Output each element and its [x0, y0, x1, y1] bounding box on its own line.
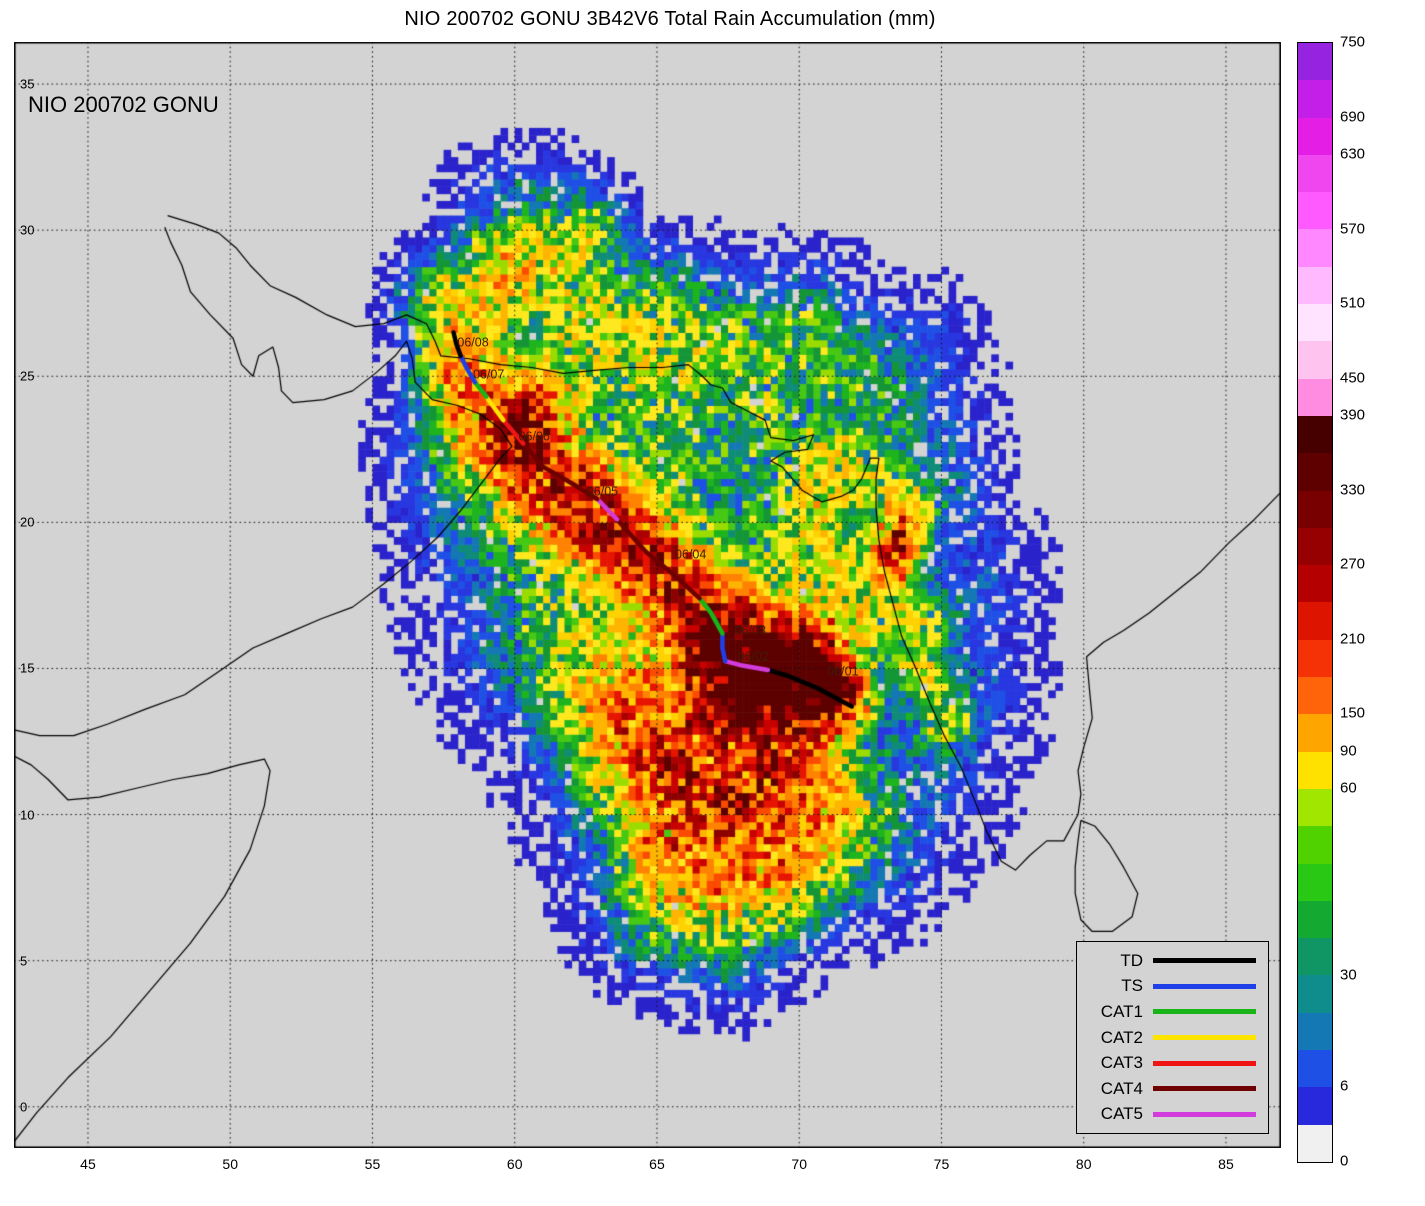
- lon-tick-label-70: 70: [791, 1156, 808, 1172]
- colorbar-block-7: [1298, 304, 1332, 342]
- lat-tick-label-10: 10: [20, 807, 35, 823]
- track-date-label-06-03: 06/03: [734, 623, 767, 638]
- colorbar-block-5: [1298, 229, 1332, 267]
- lon-tick-label-60: 60: [506, 1156, 523, 1172]
- legend-label-ts: TS: [1121, 976, 1143, 996]
- colorbar-label-390: 390: [1340, 406, 1366, 424]
- colorbar-label-630: 630: [1340, 145, 1366, 163]
- legend-label-cat4: CAT4: [1100, 1078, 1143, 1098]
- colorbar-block-15: [1298, 602, 1332, 640]
- colorbar-label-60: 60: [1340, 779, 1357, 797]
- colorbar-block-12: [1298, 490, 1332, 528]
- lon-tick-label-80: 80: [1075, 1156, 1092, 1172]
- colorbar-label-210: 210: [1340, 630, 1366, 648]
- colorbar-label-750: 750: [1340, 33, 1366, 51]
- track-date-label-06-01: 06/01: [827, 664, 859, 679]
- colorbar-label-6: 6: [1340, 1077, 1349, 1095]
- colorbar-block-11: [1298, 453, 1332, 491]
- legend-line-swatch-cat4: [1153, 1086, 1256, 1092]
- legend-row-ts: TS: [1081, 974, 1256, 1000]
- legend-row-cat1: CAT1: [1081, 999, 1256, 1025]
- colorbar-block-26: [1298, 1012, 1332, 1051]
- legend-line-swatch-ts: [1153, 983, 1256, 989]
- colorbar-block-0: [1298, 43, 1332, 81]
- lon-tick-label-45: 45: [80, 1156, 96, 1172]
- colorbar-block-13: [1298, 527, 1332, 566]
- legend-label-cat5: CAT5: [1100, 1104, 1143, 1124]
- rain-accumulation-map-canvas: [14, 42, 1281, 1148]
- colorbar-block-18: [1298, 714, 1332, 752]
- lat-tick-label-35: 35: [20, 76, 35, 92]
- colorbar-block-10: [1298, 415, 1332, 454]
- legend-row-cat5: CAT5: [1081, 1102, 1256, 1128]
- lat-tick-label-30: 30: [20, 222, 35, 238]
- colorbar-label-510: 510: [1340, 294, 1366, 312]
- colorbar-block-22: [1298, 863, 1332, 901]
- colorbar-block-3: [1298, 154, 1332, 193]
- track-date-label-06-02: 06/02: [737, 649, 769, 664]
- legend-line-swatch-cat2: [1153, 1035, 1256, 1041]
- legend-row-td: TD: [1081, 948, 1256, 974]
- colorbar-label-570: 570: [1340, 220, 1366, 237]
- lon-tick-label-50: 50: [222, 1156, 239, 1172]
- legend-row-cat2: CAT2: [1081, 1025, 1256, 1051]
- lon-tick-label-85: 85: [1218, 1156, 1234, 1172]
- legend-label-cat1: CAT1: [1100, 1001, 1143, 1021]
- colorbar-block-1: [1298, 80, 1332, 118]
- colorbar-block-9: [1298, 378, 1332, 416]
- colorbar-block-21: [1298, 826, 1332, 864]
- lat-tick-label-20: 20: [20, 514, 35, 530]
- lon-tick-label-55: 55: [364, 1156, 381, 1172]
- legend-line-swatch-cat5: [1153, 1111, 1256, 1117]
- colorbar-block-27: [1298, 1050, 1332, 1088]
- colorbar-block-29: [1298, 1124, 1332, 1162]
- colorbar-block-25: [1298, 975, 1332, 1013]
- legend-row-cat3: CAT3: [1081, 1050, 1256, 1076]
- colorbar-block-19: [1298, 751, 1332, 789]
- lat-tick-label-25: 25: [20, 368, 35, 384]
- legend-line-swatch-cat1: [1153, 1009, 1256, 1015]
- colorbar-label-0: 0: [1340, 1152, 1349, 1170]
- track-date-label-06-07: 06/07: [473, 367, 505, 382]
- colorbar-block-14: [1298, 565, 1332, 603]
- legend-label-td: TD: [1120, 950, 1143, 970]
- colorbar-block-2: [1298, 117, 1332, 155]
- colorbar-label-150: 150: [1340, 704, 1366, 722]
- colorbar-block-23: [1298, 900, 1332, 939]
- colorbar-block-20: [1298, 788, 1332, 827]
- colorbar-label-90: 90: [1340, 742, 1357, 760]
- track-date-label-06-06: 06/06: [518, 429, 550, 444]
- colorbar-block-24: [1298, 938, 1332, 976]
- legend-label-cat3: CAT3: [1100, 1053, 1143, 1073]
- colorbar-block-8: [1298, 341, 1332, 379]
- colorbar-block-16: [1298, 639, 1332, 678]
- colorbar-label-450: 450: [1340, 369, 1366, 387]
- lat-tick-label-5: 5: [20, 953, 28, 969]
- colorbar-label-330: 330: [1340, 481, 1366, 499]
- track-date-label-06-08: 06/08: [457, 335, 489, 350]
- lat-tick-label-15: 15: [20, 660, 35, 676]
- colorbar-block-6: [1298, 266, 1332, 305]
- colorbar-block-28: [1298, 1087, 1332, 1125]
- colorbar-label-270: 270: [1340, 555, 1366, 573]
- track-date-label-06-05: 06/05: [586, 484, 619, 499]
- legend-line-swatch-td: [1153, 958, 1256, 964]
- lon-tick-label-65: 65: [649, 1156, 665, 1172]
- figure-title: NIO 200702 GONU 3B42V6 Total Rain Accumu…: [404, 8, 936, 30]
- colorbar: [1297, 42, 1333, 1163]
- legend-label-cat2: CAT2: [1100, 1027, 1143, 1047]
- track-date-label-06-04: 06/04: [675, 547, 707, 562]
- colorbar-label-690: 690: [1340, 108, 1366, 126]
- legend-line-swatch-cat3: [1153, 1060, 1256, 1066]
- map-storm-label: NIO 200702 GONU: [28, 92, 219, 117]
- lat-tick-label-0: 0: [20, 1099, 28, 1115]
- storm-category-legend: TD TS CAT1 CAT2 CAT3 CAT4 CAT5: [1076, 941, 1269, 1135]
- colorbar-block-17: [1298, 677, 1332, 715]
- map-area: [14, 42, 1281, 1148]
- lon-tick-label-75: 75: [933, 1156, 950, 1172]
- colorbar-block-4: [1298, 192, 1332, 230]
- colorbar-label-30: 30: [1340, 966, 1357, 983]
- legend-row-cat4: CAT4: [1081, 1076, 1256, 1102]
